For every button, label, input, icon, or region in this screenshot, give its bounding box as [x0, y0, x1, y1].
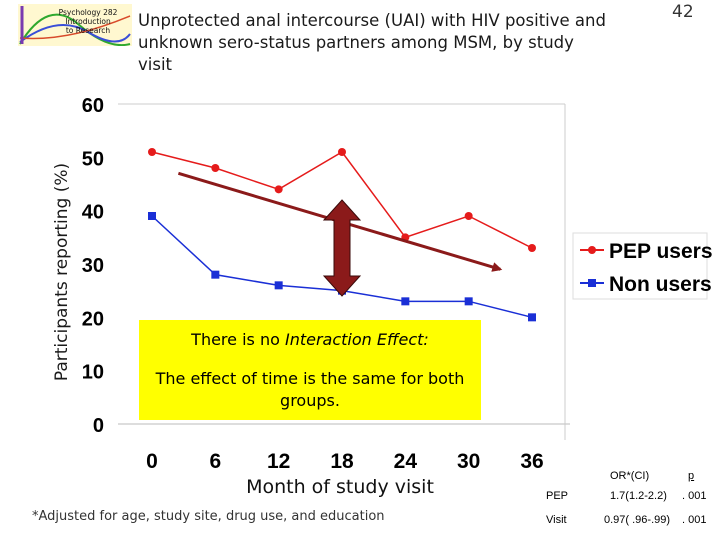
y-tick-label: 10	[82, 362, 104, 384]
note-heading: There is no Interaction Effect:	[139, 330, 481, 349]
logo-graphic	[18, 4, 132, 46]
stats-row-p: . 001	[682, 490, 707, 502]
data-point	[401, 297, 410, 306]
stats-row-label: Visit	[546, 514, 567, 526]
stats-row-or: 1.7(1.2-2.2)	[610, 490, 667, 502]
chart-axes: 0 10 20 30 40 50 60 0 6 12 18 24 30 36	[82, 95, 570, 473]
y-tick-label: 0	[93, 415, 104, 437]
data-point	[148, 212, 156, 220]
legend-frame	[572, 232, 708, 300]
x-tick-label: 24	[394, 450, 418, 473]
legend-label-non: Non users	[609, 273, 712, 296]
annotation-layer	[177, 171, 503, 297]
y-tick-label: 40	[82, 202, 104, 224]
logo-line: Psychology 282	[58, 8, 118, 17]
stats-row-p: . 001	[682, 514, 707, 526]
chart-legend: PEP users Non users	[572, 232, 713, 300]
course-logo	[18, 4, 132, 46]
x-tick-label: 6	[209, 450, 221, 473]
data-point	[211, 164, 220, 172]
y-tick-label: 60	[82, 95, 104, 117]
x-tick-label: 18	[330, 450, 354, 473]
logo-line: to Research	[65, 26, 111, 35]
series-layer	[148, 148, 536, 322]
y-tick-label: 50	[82, 148, 104, 170]
data-point	[338, 148, 346, 156]
data-point	[274, 281, 283, 290]
legend-label-pep: PEP users	[609, 240, 713, 263]
stats-row-or: 0.97( .96-.99)	[604, 514, 671, 526]
stats-row-label: PEP	[546, 490, 569, 502]
note-body: The effect of time is the same for both …	[155, 369, 465, 410]
stats-table: OR*(CI) p PEP 1.7(1.2-2.2) . 001 Visit 0…	[538, 462, 718, 538]
footnote: *Adjusted for age, study site, drug use,…	[32, 509, 385, 524]
x-tick-label: 30	[457, 450, 480, 473]
x-axis-label: Month of study visit	[246, 476, 434, 498]
x-tick-label: 36	[520, 450, 543, 473]
logo-text: Psychology 282 Introduction to Research	[48, 8, 128, 35]
logo-line: Introduction	[65, 17, 111, 26]
x-tick-label: 0	[146, 450, 158, 473]
legend-marker-non	[588, 279, 596, 287]
interaction-note: There is no Interaction Effect: The effe…	[139, 320, 481, 420]
data-point	[464, 212, 473, 220]
stats-header-p: p	[688, 470, 695, 482]
note-heading-emphasis: Interaction Effect:	[284, 330, 429, 349]
slide-title: Unprotected anal intercourse (UAI) with …	[138, 11, 606, 74]
legend-marker-pep	[588, 246, 596, 254]
data-point	[211, 270, 220, 279]
note-heading-prefix: There is no	[191, 330, 285, 349]
data-point	[148, 148, 156, 156]
double-arrow	[322, 199, 362, 297]
data-point	[274, 185, 283, 194]
stats-header-or: OR*(CI)	[610, 470, 650, 482]
data-point	[528, 313, 536, 322]
y-tick-label: 30	[82, 255, 104, 277]
data-point	[528, 244, 536, 252]
data-point	[464, 297, 473, 306]
y-axis-label: Participants reporting (%)	[52, 162, 72, 382]
y-tick-label: 20	[82, 308, 104, 330]
x-tick-label: 12	[267, 450, 290, 473]
slide-number: 42	[672, 2, 694, 22]
